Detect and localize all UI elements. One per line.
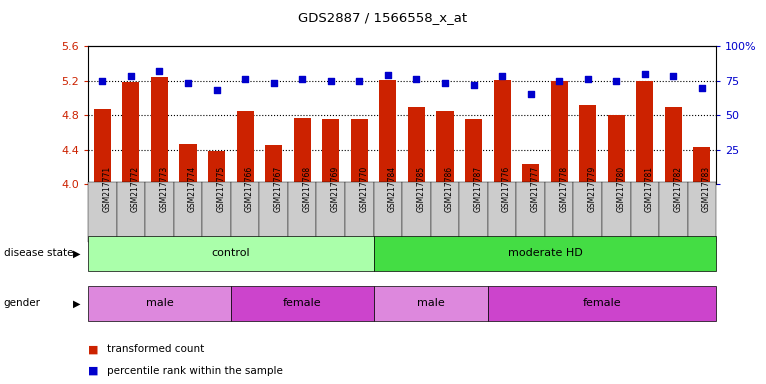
Bar — [351, 119, 368, 184]
Bar — [237, 111, 254, 184]
Bar — [179, 144, 197, 184]
Text: ■: ■ — [88, 344, 99, 354]
Point — [211, 87, 223, 93]
Bar — [322, 119, 339, 184]
Text: GSM217778: GSM217778 — [559, 166, 568, 212]
Bar — [551, 81, 568, 184]
Point — [381, 72, 394, 78]
Text: GSM217772: GSM217772 — [131, 166, 140, 212]
Bar — [265, 145, 282, 184]
Point — [97, 78, 109, 84]
Text: control: control — [211, 248, 250, 258]
Point — [581, 76, 594, 82]
Bar — [637, 81, 653, 184]
Point — [411, 76, 423, 82]
Text: disease state: disease state — [4, 248, 74, 258]
Text: GSM217784: GSM217784 — [388, 166, 397, 212]
Text: ■: ■ — [88, 366, 99, 376]
Text: female: female — [583, 298, 621, 308]
Point — [611, 78, 623, 84]
Bar — [607, 115, 625, 184]
Point — [182, 80, 194, 86]
Point — [353, 78, 365, 84]
Text: ▶: ▶ — [73, 298, 80, 308]
Bar — [522, 164, 539, 184]
Point — [553, 78, 565, 84]
Text: GSM217770: GSM217770 — [359, 166, 368, 212]
Point — [153, 68, 165, 74]
Text: GSM217767: GSM217767 — [273, 166, 283, 212]
Point — [125, 73, 137, 79]
Text: GSM217774: GSM217774 — [188, 166, 197, 212]
Text: GSM217785: GSM217785 — [417, 166, 425, 212]
Point — [696, 84, 708, 91]
Bar — [493, 80, 511, 184]
Bar — [579, 105, 596, 184]
Bar — [93, 109, 111, 184]
Text: gender: gender — [4, 298, 41, 308]
Text: GSM217786: GSM217786 — [445, 166, 454, 212]
Bar — [437, 111, 453, 184]
Point — [439, 80, 451, 86]
Text: GSM217775: GSM217775 — [217, 166, 225, 212]
Text: male: male — [146, 298, 173, 308]
Point — [267, 80, 280, 86]
Text: GSM217787: GSM217787 — [473, 166, 483, 212]
Point — [325, 78, 337, 84]
Bar — [665, 106, 682, 184]
Bar — [293, 118, 311, 184]
Point — [296, 76, 309, 82]
Text: percentile rank within the sample: percentile rank within the sample — [107, 366, 283, 376]
Point — [525, 91, 537, 98]
Text: GSM217773: GSM217773 — [159, 166, 169, 212]
Point — [496, 73, 508, 79]
Text: moderate HD: moderate HD — [508, 248, 582, 258]
Text: GSM217777: GSM217777 — [531, 166, 539, 212]
Text: GSM217779: GSM217779 — [588, 166, 597, 212]
Point — [239, 76, 251, 82]
Text: GSM217776: GSM217776 — [502, 166, 511, 212]
Point — [467, 82, 480, 88]
Bar — [208, 152, 225, 184]
Text: ▶: ▶ — [73, 248, 80, 258]
Bar — [123, 81, 139, 184]
Bar — [408, 106, 425, 184]
Point — [639, 71, 651, 77]
Text: GSM217771: GSM217771 — [103, 166, 111, 212]
Bar — [693, 147, 711, 184]
Bar — [151, 77, 168, 184]
Text: GSM217780: GSM217780 — [617, 166, 625, 212]
Text: GSM217783: GSM217783 — [702, 166, 711, 212]
Text: GDS2887 / 1566558_x_at: GDS2887 / 1566558_x_at — [299, 12, 467, 25]
Text: male: male — [417, 298, 444, 308]
Text: GSM217769: GSM217769 — [331, 166, 340, 212]
Bar — [379, 80, 397, 184]
Point — [667, 73, 679, 79]
Text: female: female — [283, 298, 322, 308]
Bar — [465, 119, 482, 184]
Text: transformed count: transformed count — [107, 344, 205, 354]
Text: GSM217782: GSM217782 — [673, 166, 683, 212]
Text: GSM217781: GSM217781 — [645, 166, 654, 212]
Text: GSM217766: GSM217766 — [245, 166, 254, 212]
Text: GSM217768: GSM217768 — [303, 166, 311, 212]
